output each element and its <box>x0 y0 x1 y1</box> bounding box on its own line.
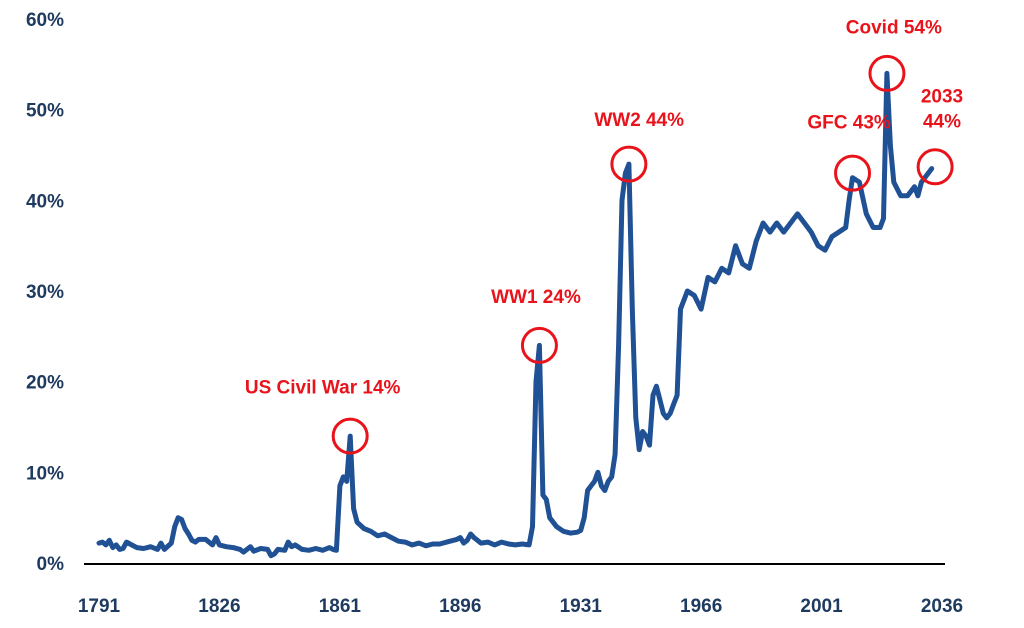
annotations: US Civil War 14% WW1 24% WW2 44% GFC 43% Cov… <box>245 18 963 455</box>
y-tick-label: 10% <box>26 463 64 484</box>
annotation-circle <box>610 145 648 183</box>
x-tick-label: 1791 <box>78 596 121 617</box>
annotation-label: Covid 54% <box>846 18 942 39</box>
annotation-circle <box>868 54 906 92</box>
annotation-label: WW1 24% <box>491 287 581 308</box>
series-line <box>96 70 935 559</box>
annotation-circle <box>520 326 558 364</box>
x-tick-label: 2001 <box>800 596 843 617</box>
x-tick-label: 1826 <box>198 596 240 617</box>
y-tick-label: 20% <box>26 373 64 394</box>
x-tick-label: 1896 <box>439 596 481 617</box>
x-tick-label: 2036 <box>921 596 963 617</box>
annotation-label: US Civil War 14% <box>245 377 401 398</box>
y-axis-ticks: 0% 10% 20% 30% 40% 50% 60% <box>26 10 64 575</box>
annotation-circle <box>331 417 369 455</box>
annotation-circle <box>916 148 954 186</box>
annotation-circle <box>834 154 872 192</box>
x-tick-label: 1861 <box>319 596 362 617</box>
y-tick-label: 40% <box>26 191 64 212</box>
x-tick-label: 1931 <box>560 596 603 617</box>
annotation-label: WW2 44% <box>594 110 684 131</box>
x-tick-label: 1966 <box>680 596 722 617</box>
y-tick-label: 60% <box>26 10 64 31</box>
y-tick-label: 0% <box>37 554 65 575</box>
annotation-label: 44% <box>923 111 961 132</box>
annotation-label: GFC 43% <box>807 113 891 134</box>
y-tick-label: 50% <box>26 101 64 122</box>
annotation-label: 2033 <box>921 86 963 107</box>
y-tick-label: 30% <box>26 282 64 303</box>
x-axis-ticks: 1791 1826 1861 1896 1931 1966 2001 2036 <box>78 596 963 617</box>
